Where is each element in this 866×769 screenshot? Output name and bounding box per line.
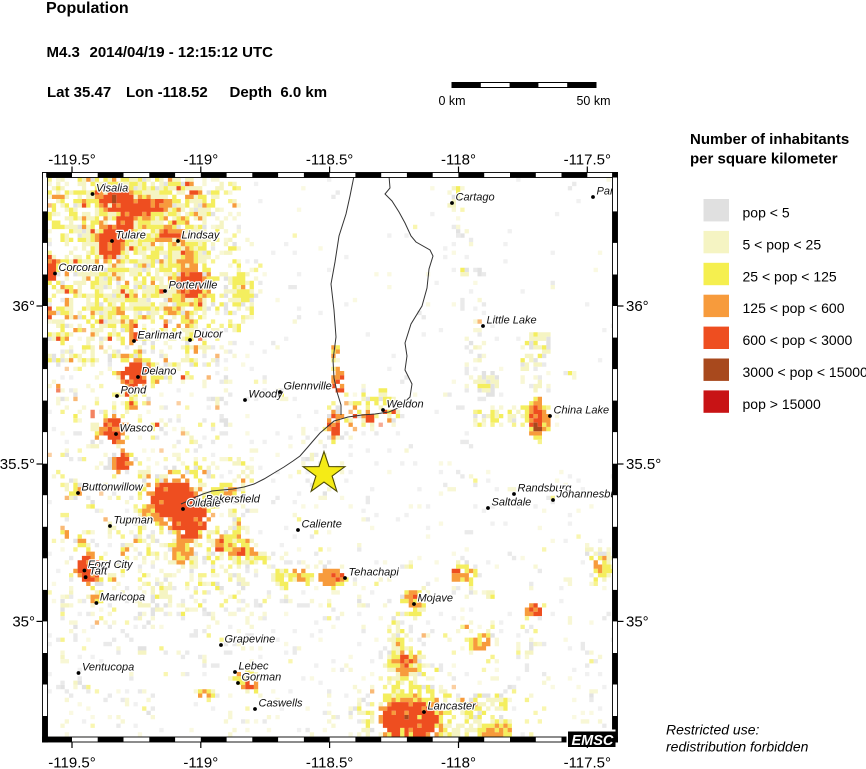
svg-text:Glennville: Glennville xyxy=(284,381,332,393)
svg-text:Visalia: Visalia xyxy=(96,183,128,195)
svg-text:-118.5°: -118.5° xyxy=(306,755,353,769)
svg-text:Par: Par xyxy=(597,186,615,198)
svg-text:-118°: -118° xyxy=(441,152,476,169)
svg-text:Buttonwillow: Buttonwillow xyxy=(82,482,144,494)
svg-text:Lon -118.52: Lon -118.52 xyxy=(126,84,208,101)
svg-text:-119.5°: -119.5° xyxy=(48,755,95,769)
svg-text:0 km: 0 km xyxy=(438,94,465,108)
svg-text:Tulare: Tulare xyxy=(116,230,146,242)
svg-text:Earlimart: Earlimart xyxy=(138,330,183,342)
svg-text:pop < 5: pop < 5 xyxy=(743,205,790,221)
svg-text:35.5°: 35.5° xyxy=(626,456,661,473)
svg-text:Cartago: Cartago xyxy=(456,192,495,204)
svg-text:600 < pop < 3000: 600 < pop < 3000 xyxy=(743,332,853,348)
svg-text:Bakersfield: Bakersfield xyxy=(206,494,261,506)
svg-text:Delano: Delano xyxy=(142,366,177,378)
svg-text:50 km: 50 km xyxy=(576,94,610,108)
svg-text:Tupman: Tupman xyxy=(114,515,154,527)
svg-text:5 < pop < 25: 5 < pop < 25 xyxy=(743,236,822,252)
svg-text:2014/04/19 - 12:15:12 UTC: 2014/04/19 - 12:15:12 UTC xyxy=(90,44,274,61)
svg-text:Gorman: Gorman xyxy=(242,672,282,684)
svg-text:Grapevine: Grapevine xyxy=(225,634,276,646)
svg-text:pop > 15000: pop > 15000 xyxy=(743,396,821,412)
svg-text:-118.5°: -118.5° xyxy=(306,152,353,169)
svg-text:Oildale: Oildale xyxy=(187,498,221,510)
svg-text:36°: 36° xyxy=(12,298,35,315)
svg-text:-119.5°: -119.5° xyxy=(48,152,95,169)
svg-text:Corcoran: Corcoran xyxy=(59,262,104,274)
svg-text:Porterville: Porterville xyxy=(169,280,218,292)
svg-text:Weldon: Weldon xyxy=(387,399,424,411)
svg-text:35°: 35° xyxy=(12,613,35,630)
svg-text:Woody: Woody xyxy=(249,389,285,401)
svg-text:Caswells: Caswells xyxy=(259,698,304,710)
svg-text:China Lake: China Lake xyxy=(554,405,610,417)
svg-text:35.5°: 35.5° xyxy=(0,456,35,473)
svg-text:per square kilometer: per square kilometer xyxy=(690,151,838,168)
svg-text:redistribution forbidden: redistribution forbidden xyxy=(666,739,809,755)
svg-text:Population: Population xyxy=(46,0,129,17)
svg-text:-119°: -119° xyxy=(183,152,218,169)
svg-text:-117.5°: -117.5° xyxy=(564,755,611,769)
svg-text:Ford City: Ford City xyxy=(88,559,134,571)
svg-text:Saltdale: Saltdale xyxy=(492,497,532,509)
svg-text:Lat 35.47: Lat 35.47 xyxy=(47,84,111,101)
svg-text:EMSC: EMSC xyxy=(572,733,614,749)
svg-text:Maricopa: Maricopa xyxy=(100,592,145,604)
svg-text:Taft: Taft xyxy=(89,566,108,578)
svg-text:Depth 6.0 km: Depth 6.0 km xyxy=(230,84,328,101)
svg-text:Restricted use:: Restricted use: xyxy=(666,722,759,738)
svg-text:25 < pop < 125: 25 < pop < 125 xyxy=(743,268,837,284)
svg-text:Randsburg: Randsburg xyxy=(518,483,573,495)
svg-text:Lindsay: Lindsay xyxy=(182,230,221,242)
svg-text:36°: 36° xyxy=(626,298,649,315)
svg-text:Lancaster: Lancaster xyxy=(428,701,478,713)
svg-text:Number of inhabitants: Number of inhabitants xyxy=(690,131,849,148)
svg-text:-118°: -118° xyxy=(441,755,476,769)
svg-text:3000 < pop < 15000: 3000 < pop < 15000 xyxy=(743,364,866,380)
svg-text:Ventucopa: Ventucopa xyxy=(82,662,134,674)
svg-text:M4.3: M4.3 xyxy=(47,44,80,61)
svg-text:Pond: Pond xyxy=(121,385,148,397)
svg-text:Little Lake: Little Lake xyxy=(487,315,537,327)
svg-text:Caliente: Caliente xyxy=(302,519,342,531)
svg-text:-117.5°: -117.5° xyxy=(564,152,611,169)
svg-text:Mojave: Mojave xyxy=(418,593,453,605)
svg-text:-119°: -119° xyxy=(183,755,218,769)
svg-text:125 < pop < 600: 125 < pop < 600 xyxy=(743,300,845,316)
svg-text:Tehachapi: Tehachapi xyxy=(349,567,400,579)
svg-text:Wasco: Wasco xyxy=(120,423,153,435)
svg-text:Lebec: Lebec xyxy=(239,661,269,673)
svg-text:35°: 35° xyxy=(626,613,649,630)
svg-text:Johannesbu: Johannesbu xyxy=(556,489,617,501)
svg-text:Ducor: Ducor xyxy=(194,329,225,341)
